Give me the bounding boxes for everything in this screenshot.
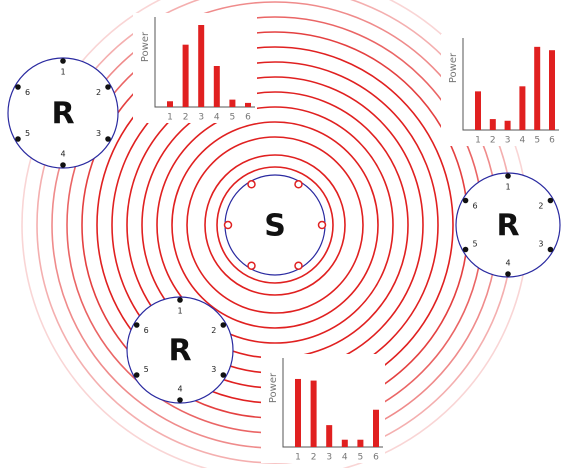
x-tick-label: 1 <box>295 453 301 463</box>
bar <box>198 25 204 107</box>
mic-dot <box>105 136 111 142</box>
mic-dot <box>105 84 111 90</box>
y-axis-label: Power <box>448 52 459 83</box>
bar <box>357 440 363 447</box>
bar <box>490 119 496 130</box>
mic-dot <box>15 84 21 90</box>
bar <box>295 379 301 447</box>
source-label: S <box>264 209 286 244</box>
x-tick-label: 2 <box>311 453 317 463</box>
mic-dot <box>134 322 140 328</box>
mic-label: 3 <box>211 365 216 374</box>
bar <box>245 103 251 107</box>
x-tick-label: 3 <box>326 453 332 463</box>
y-axis-label: Power <box>268 372 279 403</box>
mic-label: 2 <box>211 326 216 335</box>
mic-label: 3 <box>538 240 543 249</box>
diagram: SR123456R123456R123456Power123456Power12… <box>0 0 562 468</box>
x-tick-label: 5 <box>230 113 236 123</box>
x-tick-label: 2 <box>183 113 189 123</box>
mic-label: 6 <box>25 88 30 97</box>
mic-dot <box>463 247 469 253</box>
x-tick-label: 6 <box>549 136 555 146</box>
mic-label: 4 <box>505 259 510 268</box>
bar <box>549 50 555 130</box>
bar <box>534 47 540 130</box>
mic-dot <box>548 247 554 253</box>
receiver-label: R <box>168 334 191 369</box>
mic-dot <box>177 397 183 403</box>
x-tick-label: 2 <box>490 136 496 146</box>
x-tick-label: 6 <box>373 453 379 463</box>
bar <box>519 86 525 130</box>
mic-label: 4 <box>177 385 182 394</box>
mic-label: 2 <box>538 202 543 211</box>
mic-dot <box>505 173 511 179</box>
y-axis-label: Power <box>140 31 151 62</box>
source-emitter <box>248 262 255 269</box>
bar <box>342 440 348 447</box>
mic-dot <box>463 198 469 204</box>
mic-dot <box>134 372 140 378</box>
bar <box>167 101 173 107</box>
x-tick-label: 5 <box>534 136 540 146</box>
source-emitter <box>295 181 302 188</box>
x-tick-label: 1 <box>475 136 481 146</box>
mic-dot <box>505 271 511 277</box>
mic-label: 3 <box>96 129 101 138</box>
mic-label: 6 <box>473 202 478 211</box>
mic-label: 2 <box>96 88 101 97</box>
source-emitter <box>319 222 326 229</box>
x-tick-label: 6 <box>245 113 251 123</box>
bar <box>505 121 511 130</box>
bar <box>326 425 332 447</box>
mic-label: 4 <box>60 150 65 159</box>
mic-dot <box>177 297 183 303</box>
mic-label: 1 <box>177 307 182 316</box>
receiver-label: R <box>496 209 519 244</box>
x-tick-label: 3 <box>505 136 511 146</box>
bar <box>311 381 317 447</box>
mic-label: 5 <box>25 129 30 138</box>
source-emitter <box>248 181 255 188</box>
x-tick-label: 3 <box>198 113 204 123</box>
source-emitter <box>295 262 302 269</box>
bar <box>373 410 379 447</box>
receiver-label: R <box>51 97 74 132</box>
mic-label: 1 <box>60 68 65 77</box>
mic-label: 6 <box>144 326 149 335</box>
bar <box>183 45 189 107</box>
mic-dot <box>221 322 227 328</box>
mic-label: 5 <box>473 240 478 249</box>
bar <box>214 66 220 107</box>
chart-bg <box>441 34 561 146</box>
mic-dot <box>548 198 554 204</box>
mic-dot <box>15 136 21 142</box>
x-tick-label: 4 <box>342 453 348 463</box>
source-emitter <box>225 222 232 229</box>
mic-label: 1 <box>505 183 510 192</box>
x-tick-label: 5 <box>358 453 364 463</box>
mic-dot <box>60 162 66 168</box>
mic-label: 5 <box>144 365 149 374</box>
x-tick-label: 4 <box>520 136 526 146</box>
mic-dot <box>221 372 227 378</box>
x-tick-label: 1 <box>167 113 173 123</box>
x-tick-label: 4 <box>214 113 220 123</box>
bar <box>475 91 481 130</box>
bar <box>229 100 235 107</box>
mic-dot <box>60 58 66 64</box>
